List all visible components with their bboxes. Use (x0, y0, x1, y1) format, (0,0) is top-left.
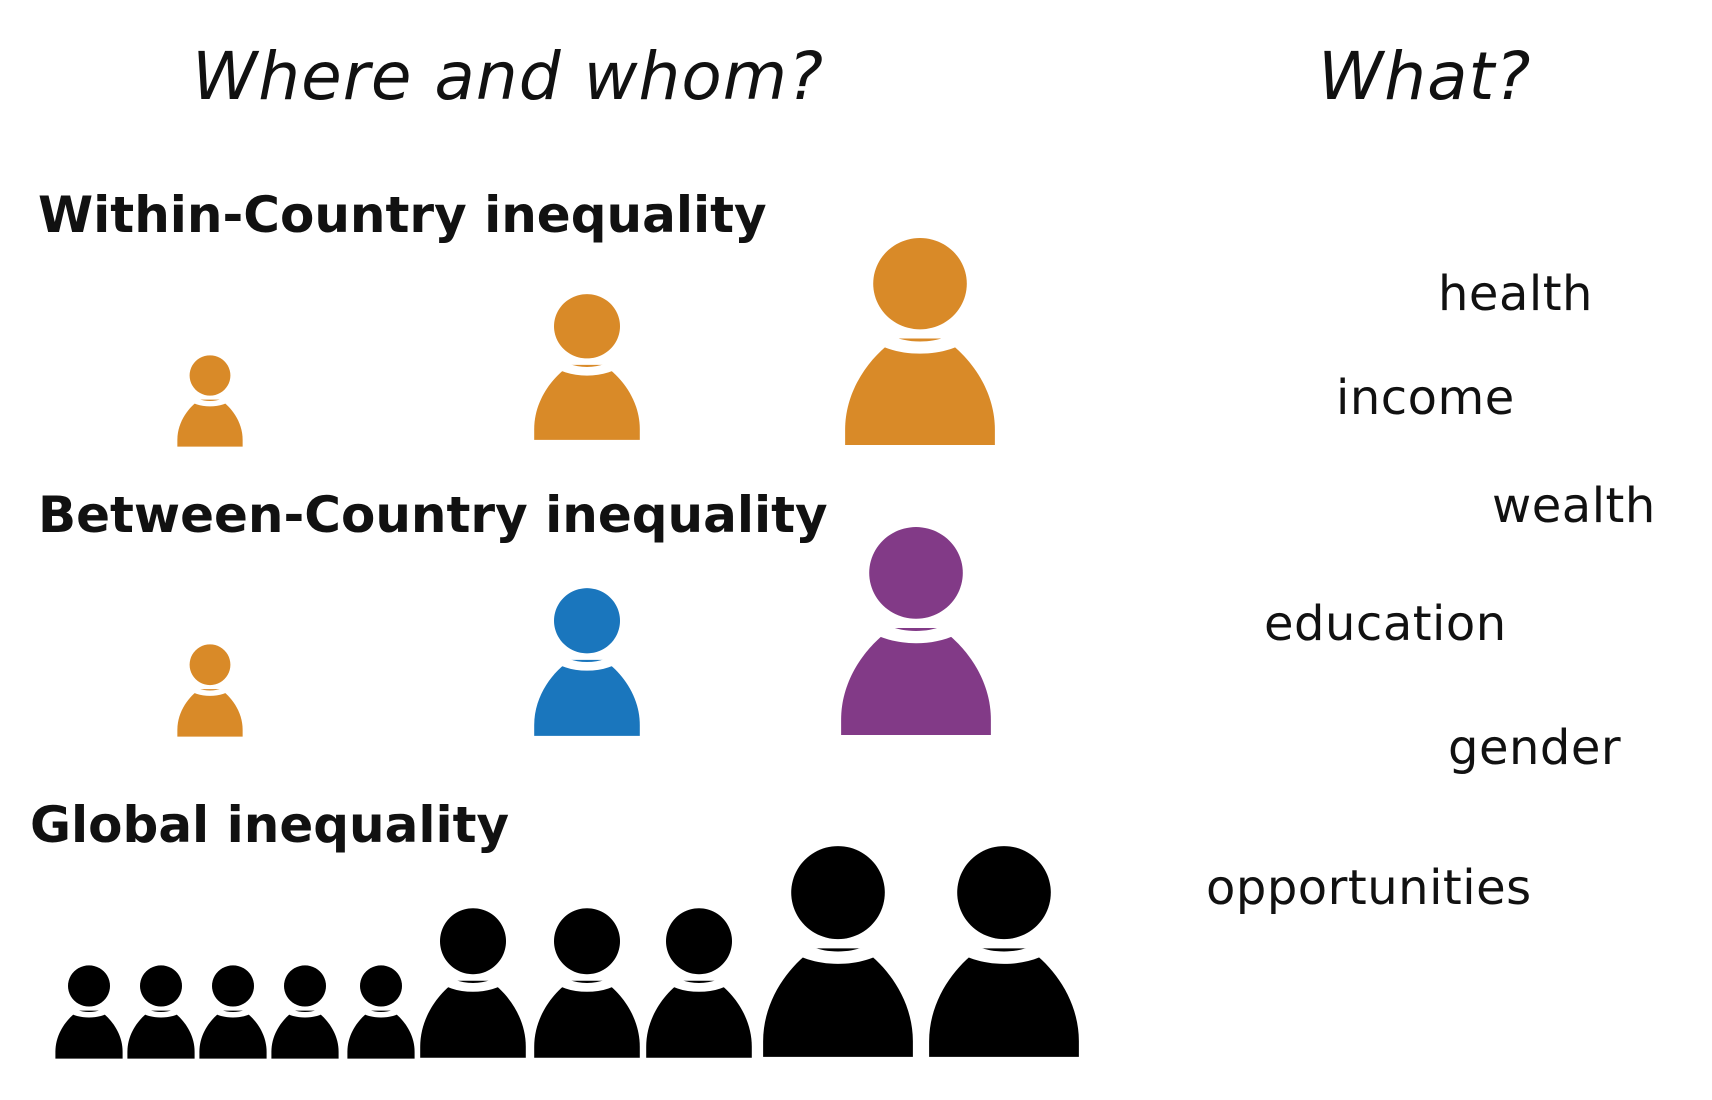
person-icon (199, 965, 267, 1059)
person-icon (420, 908, 526, 1058)
person-neck-gap (659, 969, 739, 992)
person-head (554, 908, 621, 975)
person-body (199, 1010, 267, 1059)
person-head (869, 527, 963, 619)
person-head (189, 644, 231, 686)
person-icon (534, 588, 640, 736)
person-neck-gap (863, 323, 977, 354)
person-body (646, 980, 752, 1058)
person-neck-gap (433, 969, 513, 992)
person-neck-gap (781, 932, 895, 964)
person-icon (646, 908, 752, 1058)
person-body (127, 1010, 195, 1059)
person-neck-gap (185, 682, 235, 696)
person-icon (763, 846, 913, 1057)
what-item-wealth: wealth (1492, 478, 1656, 534)
person-head (554, 294, 621, 359)
person-icon (534, 908, 640, 1058)
what-heading: What? (1318, 38, 1532, 115)
person-head (873, 238, 967, 330)
person-head (791, 846, 885, 940)
person-icon (534, 294, 640, 440)
person-neck-gap (355, 1003, 407, 1018)
person-neck-gap (135, 1003, 187, 1018)
person-body (929, 948, 1079, 1057)
person-head (212, 965, 255, 1007)
what-item-gender: gender (1448, 720, 1622, 776)
person-head (189, 355, 231, 396)
what-item-opportunities: opportunities (1206, 860, 1532, 916)
what-item-health: health (1438, 266, 1593, 322)
person-head (68, 965, 111, 1007)
person-head (360, 965, 403, 1007)
global-title: Global inequality (30, 796, 510, 854)
person-neck-gap (859, 612, 973, 644)
between-country-title: Between-Country inequality (38, 486, 828, 544)
person-neck-gap (63, 1003, 115, 1018)
person-neck-gap (547, 648, 627, 671)
person-body (347, 1010, 415, 1059)
person-body (841, 627, 991, 735)
person-body (763, 948, 913, 1057)
person-body (534, 980, 640, 1058)
person-icon (127, 965, 195, 1059)
person-icon (55, 965, 123, 1059)
what-item-income: income (1336, 370, 1515, 426)
person-head (284, 965, 327, 1007)
person-head (666, 908, 733, 975)
person-icon (177, 644, 243, 737)
person-body (271, 1010, 339, 1059)
person-icon (845, 238, 995, 445)
within-country-title: Within-Country inequality (38, 186, 767, 244)
person-body (534, 364, 640, 440)
person-neck-gap (279, 1003, 331, 1018)
person-body (177, 399, 243, 447)
person-head (957, 846, 1051, 940)
person-neck-gap (947, 932, 1061, 964)
person-icon (347, 965, 415, 1059)
person-neck-gap (207, 1003, 259, 1018)
person-neck-gap (547, 969, 627, 992)
person-head (440, 908, 507, 975)
person-body (177, 689, 243, 737)
what-item-education: education (1264, 596, 1507, 652)
person-head (140, 965, 183, 1007)
person-icon (177, 355, 243, 447)
where-and-whom-heading: Where and whom? (192, 38, 825, 115)
person-neck-gap (547, 354, 627, 376)
person-icon (271, 965, 339, 1059)
person-body (845, 338, 995, 445)
person-icon (841, 527, 991, 735)
person-body (420, 980, 526, 1058)
person-body (55, 1010, 123, 1059)
person-body (534, 659, 640, 736)
person-icon (929, 846, 1079, 1057)
person-head (554, 588, 621, 654)
person-neck-gap (185, 392, 235, 407)
